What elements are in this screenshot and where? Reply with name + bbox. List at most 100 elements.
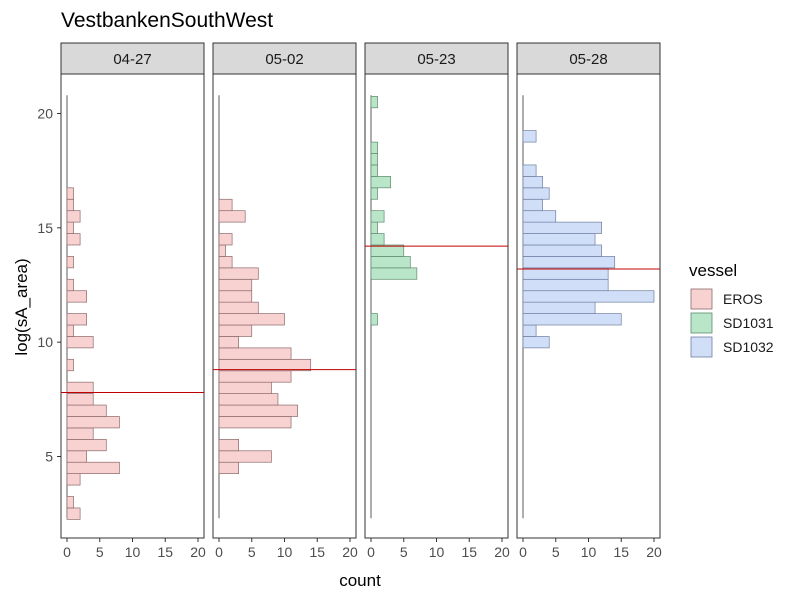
- histogram-bar: [66, 221, 74, 234]
- x-tick-label: 15: [461, 544, 477, 560]
- histogram-bar: [66, 461, 120, 475]
- histogram-bar: [218, 313, 285, 326]
- facet-panel-05-28: 05-28 0 5 10 15 20: [516, 42, 662, 560]
- histogram-bar: [66, 393, 94, 406]
- histogram-bar: [66, 473, 81, 486]
- histogram-bar: [66, 404, 107, 417]
- histogram-bar: [66, 324, 74, 337]
- histogram-bar: [218, 381, 272, 394]
- histogram-bar: [66, 210, 81, 223]
- x-tick-label: 0: [519, 544, 527, 560]
- x-tick-label: 15: [157, 544, 173, 560]
- x-tick-label: 20: [342, 544, 358, 560]
- histogram-bar: [218, 233, 233, 246]
- histogram-bar: [66, 290, 87, 303]
- histogram-bar: [370, 313, 378, 326]
- legend-label-eros: EROS: [723, 291, 763, 307]
- x-tick-label: 5: [96, 544, 104, 560]
- chart-title: VestbankenSouthWest: [61, 9, 273, 32]
- histogram-bar: [66, 358, 74, 372]
- histogram-bar: [218, 267, 259, 280]
- histogram-bar: [370, 267, 418, 280]
- histogram-bar: [370, 210, 385, 223]
- facet-strip-label: 05-02: [265, 51, 303, 68]
- x-tick-label: 0: [367, 544, 375, 560]
- x-tick-label: 15: [613, 544, 629, 560]
- histogram-bar: [370, 221, 378, 234]
- histogram-bar: [370, 176, 391, 189]
- histogram-bar: [218, 461, 239, 475]
- histogram-bar: [66, 450, 87, 463]
- legend-label-sd1031: SD1031: [723, 315, 774, 331]
- facet-strip-label: 05-23: [417, 51, 455, 68]
- legend-title: vessel: [689, 261, 737, 280]
- histogram-bar: [522, 278, 609, 292]
- legend-swatch-sd1032: [690, 336, 713, 358]
- histogram-bar: [218, 358, 312, 372]
- histogram-bar: [66, 278, 74, 292]
- histogram-bar: [218, 347, 292, 360]
- histogram-bar: [522, 336, 550, 349]
- histogram-bar: [218, 416, 292, 429]
- histogram-bar: [218, 301, 259, 314]
- histogram-bar: [66, 416, 120, 429]
- histogram-bar: [218, 450, 272, 463]
- histogram-bar: [370, 187, 378, 200]
- legend-swatch-sd1031: [690, 312, 713, 334]
- x-tick-label: 20: [646, 544, 662, 560]
- y-tick-label: 5: [45, 449, 53, 465]
- histogram-bar: [522, 267, 609, 280]
- x-axis-title: count: [339, 571, 381, 590]
- x-tick-label: 20: [494, 544, 510, 560]
- x-tick-label: 0: [63, 544, 71, 560]
- histogram-bar: [218, 370, 292, 383]
- legend: vessel EROS SD1031 SD1032: [689, 261, 774, 358]
- histogram-bar: [66, 313, 87, 326]
- histogram-bar: [522, 221, 602, 234]
- histogram-bar: [522, 244, 602, 257]
- histogram-bar: [66, 439, 107, 452]
- histogram-bar: [218, 244, 226, 257]
- histogram-bar: [66, 427, 94, 440]
- histogram-bar: [66, 256, 74, 269]
- histogram-bar: [522, 198, 543, 212]
- histogram-bar: [218, 198, 233, 212]
- histogram-bar: [522, 187, 550, 200]
- y-axis-title: log(sA_area): [12, 258, 31, 355]
- x-tick-label: 10: [581, 544, 597, 560]
- histogram-bar: [66, 233, 81, 246]
- histogram-bar: [522, 210, 557, 223]
- histogram-bar: [218, 404, 298, 417]
- histogram-bar: [522, 313, 622, 326]
- x-tick-label: 10: [429, 544, 445, 560]
- histogram-bar: [370, 164, 378, 177]
- histogram-bar: [218, 336, 239, 349]
- histogram-bar: [66, 381, 94, 394]
- histogram-bar: [218, 256, 233, 269]
- histogram-bar: [522, 164, 537, 177]
- y-tick-label: 20: [37, 106, 53, 122]
- x-tick-label: 10: [125, 544, 141, 560]
- x-tick-label: 15: [309, 544, 325, 560]
- histogram-bar: [218, 278, 253, 292]
- histogram-bar: [522, 130, 537, 143]
- y-axis: 5 10 15 20: [37, 106, 61, 465]
- x-tick-label: 5: [552, 544, 560, 560]
- histogram-bar: [522, 176, 543, 189]
- histogram-bar: [370, 244, 405, 257]
- histogram-bar: [218, 290, 253, 303]
- x-tick-label: 5: [400, 544, 408, 560]
- facet-panel-04-27: 04-27 0 5 10 15 20: [60, 42, 206, 560]
- facet-strip-label: 05-28: [569, 51, 607, 68]
- x-tick-label: 10: [277, 544, 293, 560]
- histogram-bar: [218, 210, 246, 223]
- histogram-bar: [218, 439, 239, 452]
- histogram-bar: [66, 507, 81, 520]
- facet-strip: [60, 42, 205, 75]
- facet-panel-05-23: 05-23 0 5 10 15 20: [364, 42, 510, 560]
- histogram-bar: [522, 256, 616, 269]
- histogram-bar: [522, 233, 596, 246]
- histogram-bar: [370, 153, 378, 166]
